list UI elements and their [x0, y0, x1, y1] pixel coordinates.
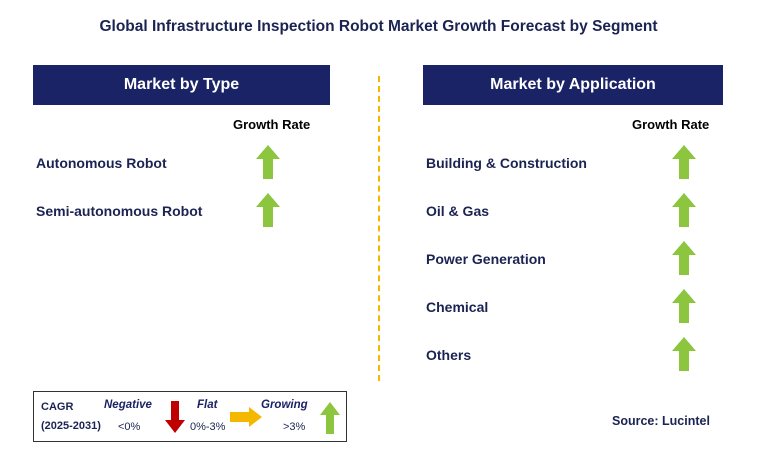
panel-divider	[378, 76, 380, 381]
type-item-label: Autonomous Robot	[36, 155, 167, 171]
legend-growing-value: >3%	[283, 421, 306, 433]
growing-arrow-icon	[672, 241, 696, 275]
legend-negative-value: <0%	[118, 421, 141, 433]
growing-arrow-icon	[672, 289, 696, 323]
growing-arrow-icon	[320, 402, 340, 434]
cagr-legend: CAGR (2025-2031) Negative <0% Flat 0%-3%…	[33, 391, 347, 442]
application-item-label: Power Generation	[426, 251, 546, 267]
growing-arrow-icon	[672, 193, 696, 227]
legend-flat-label: Flat	[197, 399, 218, 411]
page-title: Global Infrastructure Inspection Robot M…	[99, 18, 658, 35]
source-note: Source: Lucintel	[612, 414, 710, 428]
flat-arrow-icon	[230, 407, 262, 427]
application-item-label: Oil & Gas	[426, 203, 490, 219]
growing-arrow-icon	[256, 145, 280, 179]
legend-negative-label: Negative	[104, 399, 152, 411]
type-growth-rate-heading: Growth Rate	[233, 117, 311, 132]
application-item-label: Building & Construction	[426, 155, 587, 171]
growing-arrow-icon	[672, 337, 696, 371]
legend-flat-value: 0%-3%	[190, 421, 226, 433]
type-panel-header: Market by Type	[33, 65, 330, 105]
application-growth-rate-heading: Growth Rate	[632, 117, 710, 132]
legend-cagr-label: CAGR	[41, 401, 74, 413]
application-item-label: Others	[426, 347, 472, 363]
legend-growing-label: Growing	[261, 399, 308, 411]
type-item-label: Semi-autonomous Robot	[36, 203, 203, 219]
application-item-label: Chemical	[426, 299, 489, 315]
application-panel-header: Market by Application	[423, 65, 723, 105]
growing-arrow-icon	[672, 145, 696, 179]
growing-arrow-icon	[256, 193, 280, 227]
legend-period: (2025-2031)	[41, 420, 101, 432]
negative-arrow-icon	[165, 401, 185, 433]
